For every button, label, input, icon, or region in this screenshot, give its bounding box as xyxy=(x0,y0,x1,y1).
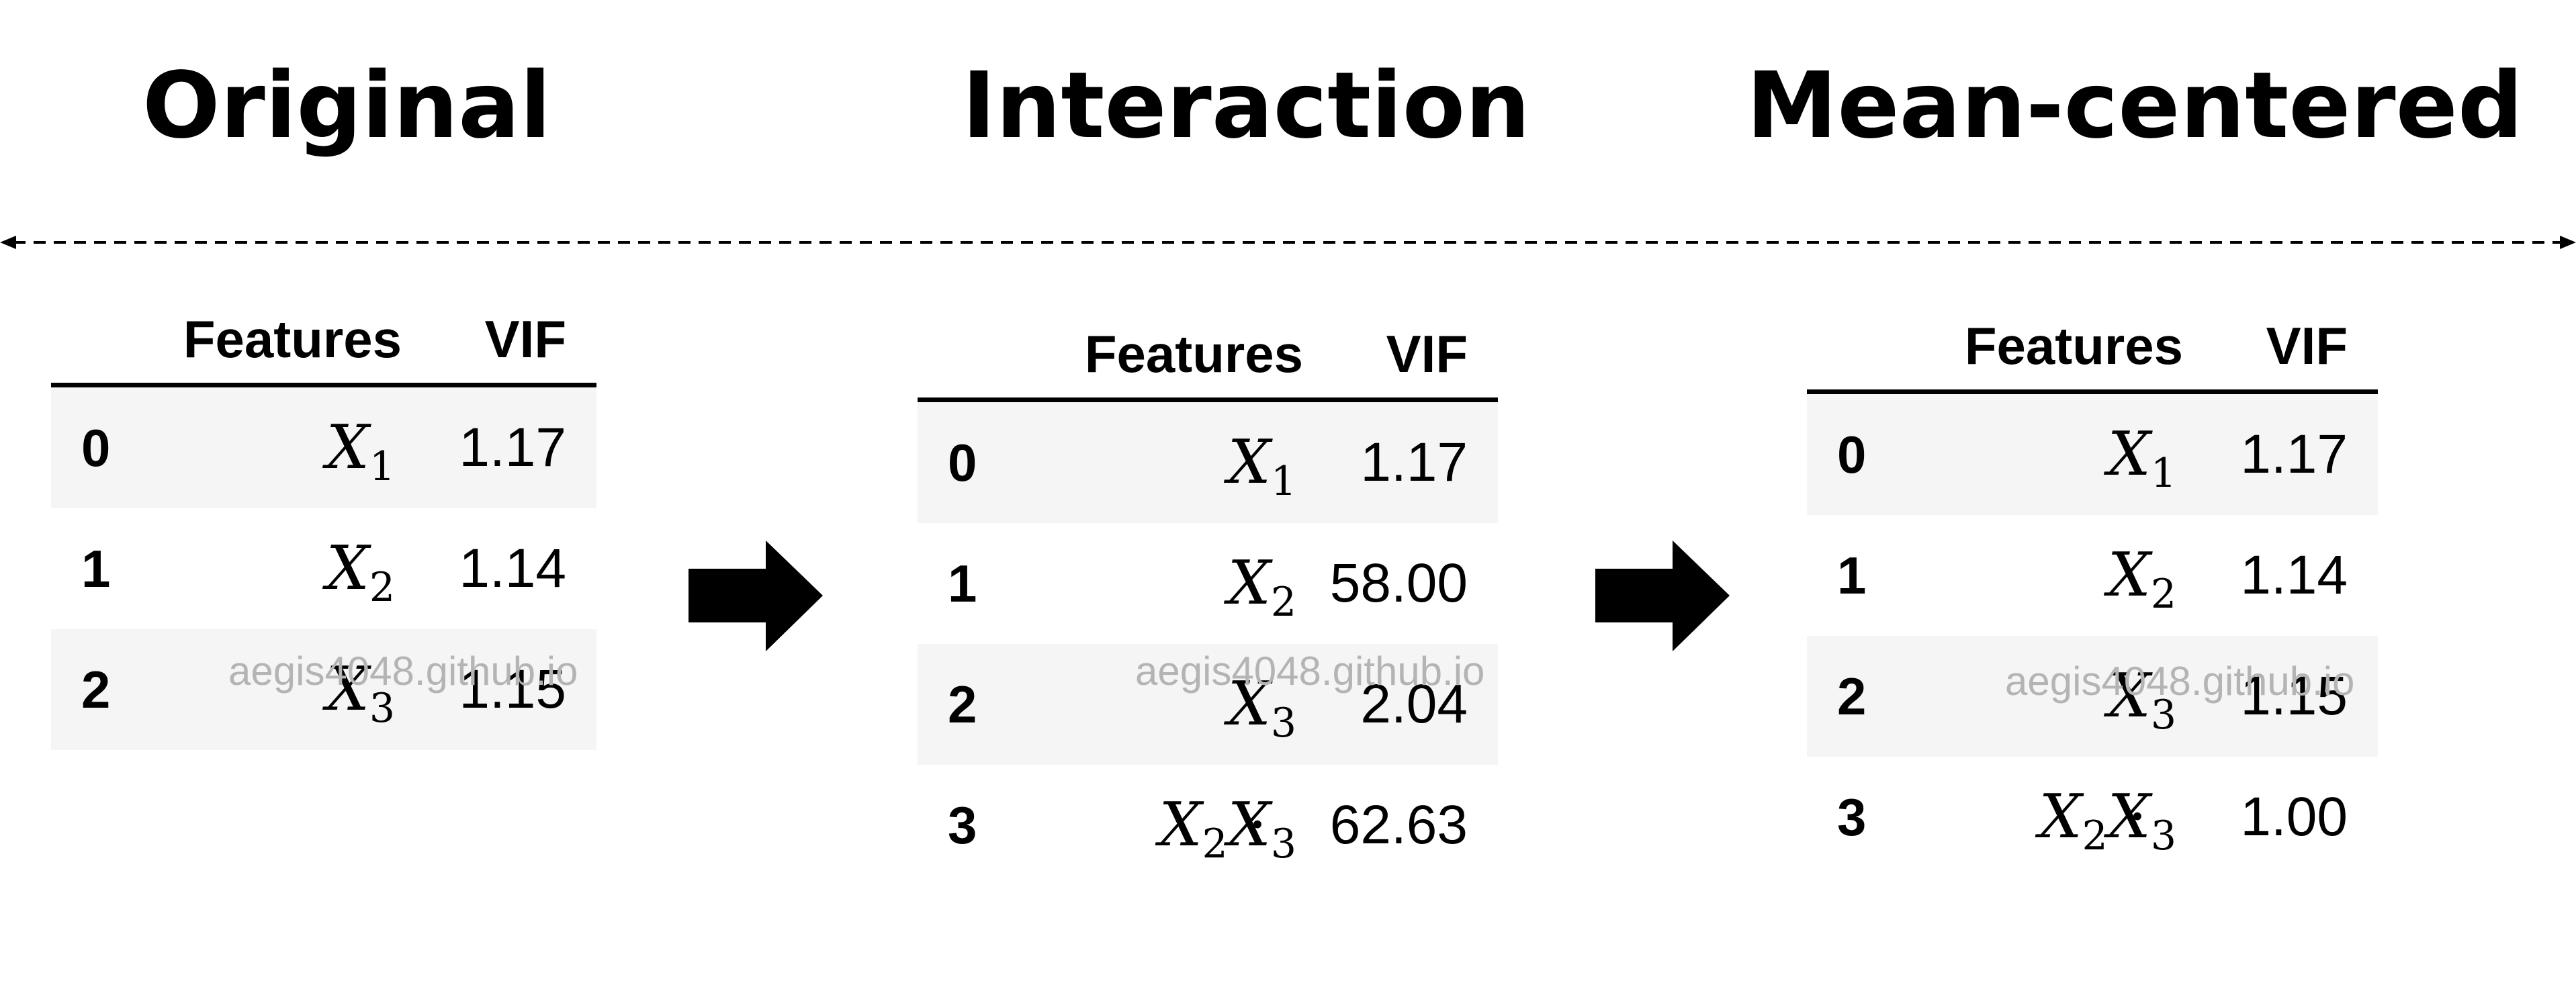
row-index: 1 xyxy=(948,554,977,613)
feature-cell: X1 xyxy=(326,412,395,490)
feature-cell: X1 xyxy=(2107,419,2176,497)
table-original: Features VIF 0 X1 1.17 1 X2 1.14 2 X3 1.15 xyxy=(51,295,596,750)
table-header: Features VIF xyxy=(1807,302,2378,394)
vif-cell: 1.14 xyxy=(2240,545,2348,606)
heading-mean-centered: Mean-centered xyxy=(1746,53,2524,159)
row-index: 2 xyxy=(1837,667,1867,726)
dashed-divider-arrow xyxy=(0,236,2576,249)
table-row: 3 X2 · X3 62.63 xyxy=(918,765,1498,886)
feature-cell: X2 · X3 xyxy=(1159,790,1296,867)
right-arrow-icon xyxy=(689,541,823,651)
table-row: 0 X1 1.17 xyxy=(51,387,596,508)
right-arrow-icon xyxy=(1595,541,1730,651)
row-index: 0 xyxy=(948,433,977,492)
table-row: 2 X3 2.04 xyxy=(918,644,1498,765)
row-index: 2 xyxy=(81,660,111,719)
feature-cell: X3 xyxy=(1227,669,1296,747)
table-row: 1 X2 1.14 xyxy=(51,508,596,629)
watermark: aegis4048.github.io xyxy=(1135,649,1485,694)
row-index: 3 xyxy=(948,796,977,855)
vif-cell: 1.00 xyxy=(2240,786,2348,847)
vif-cell: 1.17 xyxy=(2240,424,2348,485)
table-interaction: Features VIF 0 X1 1.17 1 X2 58.00 2 X3 2.04 3 X2 · X3 6… xyxy=(918,310,1498,886)
vif-cell: 1.17 xyxy=(459,417,566,478)
table-row: 2 X3 1.15 xyxy=(1807,636,2378,757)
column-header-vif: VIF xyxy=(1386,324,1468,383)
table-header: Features VIF xyxy=(918,310,1498,402)
vif-cell: 1.15 xyxy=(2240,665,2348,726)
row-index: 3 xyxy=(1837,788,1867,847)
vif-cell: 1.14 xyxy=(459,538,566,599)
feature-cell: X2 xyxy=(2107,540,2176,618)
row-index: 0 xyxy=(1837,425,1867,484)
column-header-features: Features xyxy=(1084,324,1303,383)
table-row: 1 X2 1.14 xyxy=(1807,515,2378,636)
row-index: 0 xyxy=(81,418,111,477)
table-row: 1 X2 58.00 xyxy=(918,523,1498,644)
table-mean-centered: Features VIF 0 X1 1.17 1 X2 1.14 2 X3 1.15 3 X2 · X3 1.… xyxy=(1807,302,2378,878)
feature-cell: X2 xyxy=(326,533,395,611)
feature-cell: X3 xyxy=(326,654,395,732)
vif-cell: 2.04 xyxy=(1360,673,1468,735)
row-index: 1 xyxy=(1837,546,1867,605)
feature-cell: X1 xyxy=(1227,427,1296,505)
heading-original: Original xyxy=(142,53,551,159)
table-row: 0 X1 1.17 xyxy=(918,402,1498,523)
vif-cell: 62.63 xyxy=(1329,794,1468,855)
column-header-features: Features xyxy=(1964,316,2183,375)
table-row: 2 X3 1.15 xyxy=(51,629,596,750)
row-index: 1 xyxy=(81,539,111,598)
feature-cell: X3 xyxy=(2107,661,2176,739)
vif-cell: 1.15 xyxy=(459,659,566,720)
feature-cell: X2 xyxy=(1227,548,1296,626)
row-index: 2 xyxy=(948,675,977,734)
feature-cell: X2 · X3 xyxy=(2039,782,2176,859)
watermark: aegis4048.github.io xyxy=(2005,659,2355,704)
vif-cell: 58.00 xyxy=(1329,553,1468,614)
vif-cell: 1.17 xyxy=(1360,432,1468,493)
watermark: aegis4048.github.io xyxy=(228,649,578,694)
column-header-vif: VIF xyxy=(484,310,566,369)
table-row: 0 X1 1.17 xyxy=(1807,394,2378,515)
table-row: 3 X2 · X3 1.00 xyxy=(1807,757,2378,878)
heading-interaction: Interaction xyxy=(962,53,1531,159)
column-header-vif: VIF xyxy=(2266,316,2348,375)
column-header-features: Features xyxy=(183,310,402,369)
table-header: Features VIF xyxy=(51,295,596,387)
